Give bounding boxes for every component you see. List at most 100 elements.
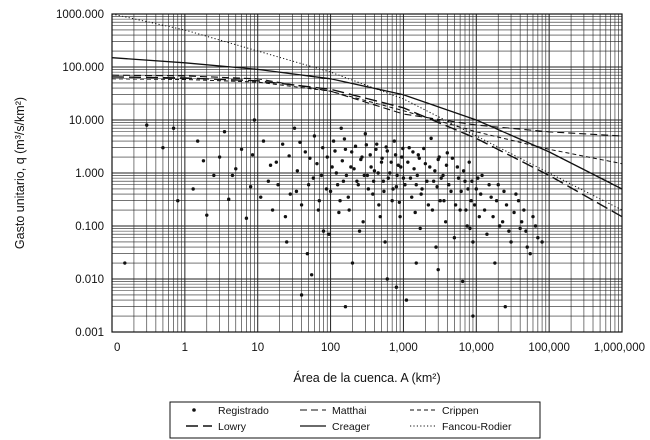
registrado-point	[437, 155, 441, 159]
registrado-point	[433, 169, 437, 173]
registrado-point	[456, 176, 461, 180]
lowry-curve	[111, 76, 623, 218]
legend-item-matthai: Matthai	[300, 405, 366, 417]
registrado-point	[382, 189, 386, 194]
registrado-point	[239, 147, 244, 152]
registrado-point	[476, 176, 480, 180]
y-tick-label: 1000.000	[56, 9, 104, 21]
registrado-point	[384, 145, 388, 149]
registrado-point	[422, 146, 426, 151]
registrado-point	[434, 245, 438, 249]
registrado-point	[418, 226, 422, 231]
registrado-point	[445, 151, 449, 155]
registrado-point	[374, 147, 378, 152]
legend-item-registrado: Registrado	[192, 405, 269, 417]
x-axis-title: Área de la cuenca. A (km²)	[293, 370, 440, 385]
registrado-point	[331, 139, 336, 143]
registrado-point	[496, 183, 500, 187]
registrado-point	[410, 195, 414, 199]
registrado-point	[471, 314, 475, 318]
y-axis-title: Gasto unitario, q (m³/s/km²)	[13, 97, 27, 249]
registrado-point	[294, 189, 299, 194]
registrado-point	[411, 150, 415, 154]
registrado-point	[503, 305, 507, 309]
y-tick-label: 0.100	[75, 221, 104, 233]
registrado-point	[428, 165, 432, 169]
registrado-point	[512, 210, 516, 215]
registrado-point	[311, 176, 316, 180]
registrado-point	[494, 199, 499, 203]
registrado-point	[431, 179, 436, 183]
registrado-point	[524, 229, 528, 233]
x-tick-label: 100,000	[528, 342, 570, 354]
registrado-point	[540, 240, 544, 244]
registrado-point	[468, 226, 472, 231]
y-tick-label: 10.000	[69, 115, 104, 127]
registrado-point	[461, 169, 466, 173]
registrado-point	[252, 118, 257, 122]
registrado-point	[378, 214, 382, 219]
registrado-point	[234, 167, 238, 171]
registrado-point	[470, 179, 474, 183]
registrado-point	[429, 136, 433, 141]
registrado-point	[316, 208, 321, 212]
registrado-point	[324, 187, 329, 191]
legend-label: Matthai	[332, 405, 366, 417]
registrado-point	[261, 139, 266, 143]
registrado-point	[436, 267, 440, 272]
registrado-point	[285, 240, 289, 244]
registrado-point	[442, 199, 446, 203]
registrado-point	[430, 208, 435, 212]
registrado-point	[414, 183, 418, 187]
registrado-point	[525, 245, 529, 249]
registrado-point	[344, 173, 349, 178]
registrado-point	[423, 161, 428, 166]
legend-label: Lowry	[218, 421, 247, 433]
registrado-point	[350, 150, 354, 154]
registrado-point	[536, 236, 540, 240]
registrado-point	[471, 240, 475, 244]
registrado-point	[417, 156, 421, 160]
registrado-point	[514, 192, 518, 196]
registrado-point	[441, 173, 445, 178]
registrado-point	[518, 226, 522, 231]
registrado-point	[414, 261, 418, 265]
registrado-point	[502, 189, 506, 194]
registrado-point	[295, 169, 300, 173]
x-tick-label: 10,000	[459, 342, 494, 354]
registrado-point	[195, 139, 200, 143]
legend: Registrado Lowry Matthai Creager Crippen Fanc…	[169, 401, 541, 439]
registrado-point	[355, 179, 359, 183]
registrado-point	[507, 229, 511, 233]
registrado-point	[299, 293, 304, 297]
registrado-point	[369, 165, 373, 169]
registrado-point	[453, 203, 458, 207]
creager-curve	[111, 57, 623, 190]
registrado-point	[338, 199, 342, 203]
registrado-point	[458, 208, 462, 212]
registrado-point	[452, 236, 457, 240]
registrado-point	[217, 155, 222, 159]
registrado-point	[222, 130, 227, 134]
registrado-point	[390, 199, 394, 203]
registrado-point	[356, 183, 360, 187]
registrado-point	[274, 160, 279, 164]
registrado-point	[248, 185, 253, 189]
registrado-point	[283, 214, 288, 219]
registrado-point	[325, 155, 329, 159]
registrado-point	[341, 179, 346, 183]
registrado-point	[276, 183, 280, 187]
registrado-point	[416, 153, 421, 157]
registrado-point	[347, 208, 351, 212]
legend-label: Crippen	[442, 405, 479, 417]
registrado-point	[491, 214, 495, 219]
legend-item-fancou-rodier: Fancou-Rodier	[410, 421, 512, 433]
legend-item-crippen: Crippen	[410, 405, 479, 417]
registrado-point	[191, 187, 195, 191]
registrado-point	[350, 261, 355, 265]
registrado-point	[227, 197, 231, 201]
registrado-point	[498, 224, 502, 228]
registrado-point	[388, 171, 392, 175]
registrado-point	[363, 132, 368, 136]
registrado-point	[406, 160, 410, 164]
